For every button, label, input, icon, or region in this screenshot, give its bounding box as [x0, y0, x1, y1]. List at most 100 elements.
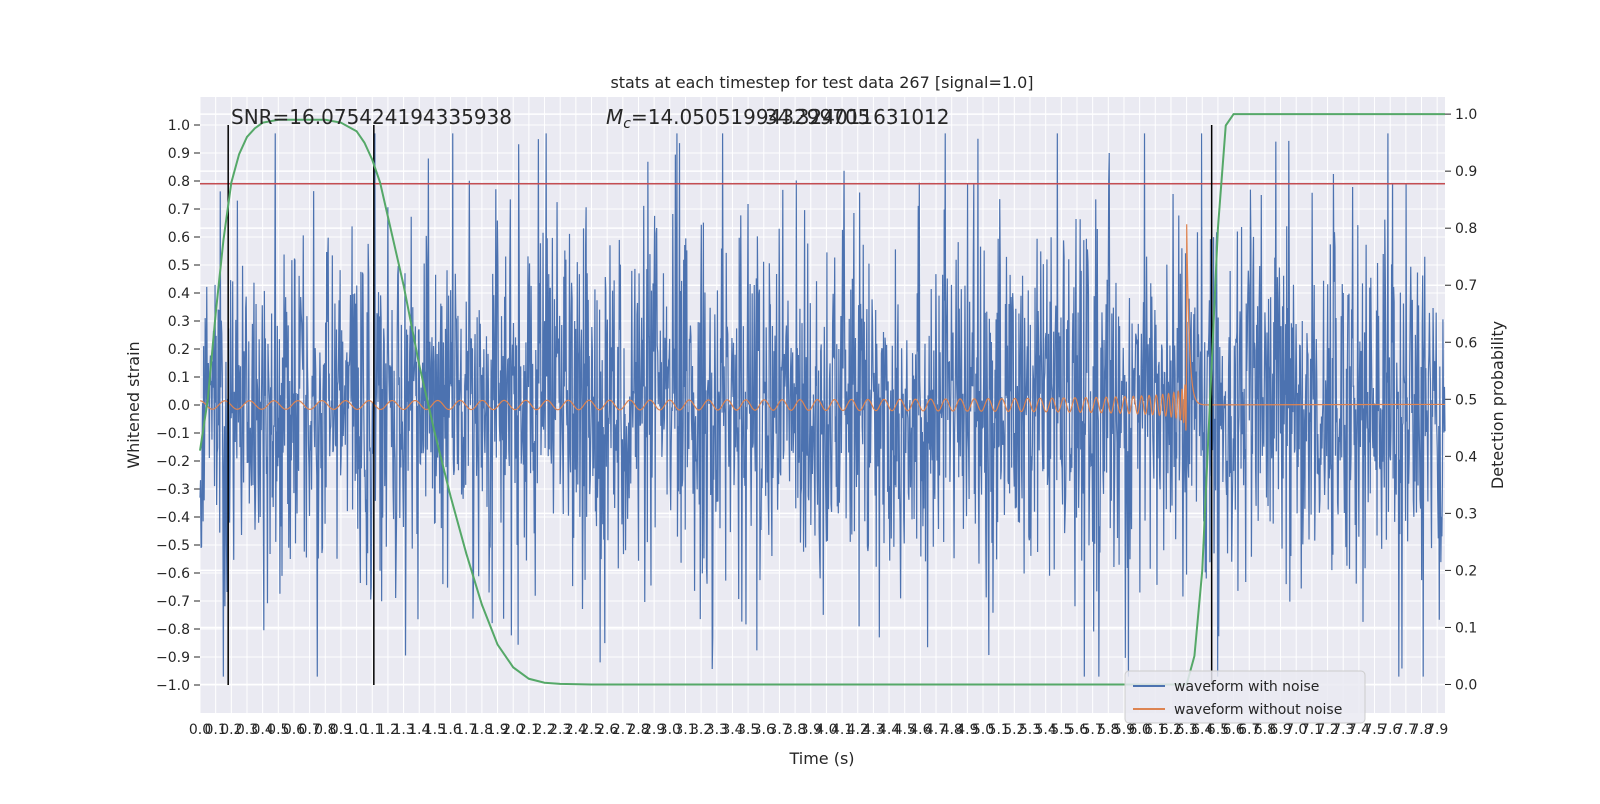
x-tick-label: 6.4	[1191, 722, 1213, 738]
x-tick-label: 3.2	[690, 722, 712, 738]
x-tick-label: 5.0	[972, 722, 994, 738]
x-tick-label: 1.3	[392, 722, 414, 738]
y-tick-label: 0.9	[168, 146, 190, 162]
x-tick-label: 1.7	[455, 722, 477, 738]
x-tick-label: 0.6	[283, 722, 305, 738]
x-tick-label: 6.0	[1128, 722, 1150, 738]
x-tick-label: 1.0	[345, 722, 367, 738]
y2-tick-label: 0.4	[1455, 449, 1477, 465]
x-tick-label: 5.3	[1019, 722, 1041, 738]
y2-tick-label: 0.9	[1455, 164, 1477, 180]
x-tick-label: 0.5	[267, 722, 289, 738]
x-tick-label: 2.8	[627, 722, 649, 738]
x-tick-label: 3.5	[737, 722, 759, 738]
x-tick-label: 0.7	[298, 722, 320, 738]
y-axis-label: Whitened strain	[124, 341, 143, 468]
x-tick-label: 6.3	[1175, 722, 1197, 738]
x-tick-label: 2.9	[643, 722, 665, 738]
x-tick-label: 0.8	[314, 722, 336, 738]
y-tick-labels: 1.0 0.9 0.8 0.7 0.6 0.5 0.4 0.3 0.2 0.1 0.0 −0.1 −0.…	[156, 118, 190, 694]
y2-tick-label: 0.7	[1455, 278, 1477, 294]
x-tick-label: 0.0	[189, 722, 211, 738]
x-tick-label: 5.1	[988, 722, 1010, 738]
x-tick-label: 7.9	[1426, 722, 1448, 738]
series-waveform-without-noise	[199, 224, 1446, 431]
y-tick-label: −0.1	[156, 426, 190, 442]
x-tick-label: 7.7	[1395, 722, 1417, 738]
x-tick-label: 1.6	[439, 722, 461, 738]
y-tick-label: −0.7	[156, 594, 190, 610]
x-tick-label: 3.7	[768, 722, 790, 738]
y-tick-label: 0.4	[168, 286, 190, 302]
x-tick-label: 3.0	[659, 722, 681, 738]
y-tick-label: −0.6	[156, 566, 190, 582]
y-tick-label: −0.8	[156, 622, 190, 638]
x-tick-label: 4.7	[925, 722, 947, 738]
x-tick-label: 6.7	[1238, 722, 1260, 738]
x-tick-label: 3.3	[706, 722, 728, 738]
x-tick-label: 0.2	[220, 722, 242, 738]
x-tick-label: 6.9	[1269, 722, 1291, 738]
x-tick-label: 0.3	[236, 722, 258, 738]
y2-tick-label: 0.3	[1455, 506, 1477, 522]
x-tick-label: 4.1	[831, 722, 853, 738]
x-tick-label: 3.6	[753, 722, 775, 738]
x-tick-label: 7.8	[1410, 722, 1432, 738]
y2-tick-label: 0.8	[1455, 221, 1477, 237]
y2-tick-labels: 1.0 0.9 0.8 0.7 0.6 0.5 0.4 0.3 0.2 0.1 0.0	[1455, 107, 1477, 693]
x-tick-label: 4.0	[815, 722, 837, 738]
x-tick-label: 2.1	[518, 722, 540, 738]
x-tick-label: 1.1	[361, 722, 383, 738]
y-tick-label: 0.3	[168, 314, 190, 330]
y-tick-label: −0.4	[156, 510, 190, 526]
x-tick-label: 3.1	[674, 722, 696, 738]
x-tick-label: 1.5	[424, 722, 446, 738]
y-tick-label: 0.8	[168, 174, 190, 190]
y-tick-label: 1.0	[168, 118, 190, 134]
x-tick-label: 2.5	[580, 722, 602, 738]
x-tick-label: 7.1	[1301, 722, 1323, 738]
y2-tick-label: 0.1	[1455, 620, 1477, 636]
y2-tick-label: 1.0	[1455, 107, 1477, 123]
x-tick-label: 4.9	[956, 722, 978, 738]
x-axis-label: Time (s)	[788, 749, 854, 768]
y-tick-label: 0.1	[168, 370, 190, 386]
y-tick-label: −0.3	[156, 482, 190, 498]
x-tick-label: 5.4	[1035, 722, 1057, 738]
x-tick-label: 5.9	[1113, 722, 1135, 738]
x-tick-label: 3.4	[721, 722, 743, 738]
y2-tick-label: 0.0	[1455, 677, 1477, 693]
x-tick-label: 2.6	[596, 722, 618, 738]
x-tick-label: 4.4	[878, 722, 900, 738]
chart-title: stats at each timestep for test data 267…	[610, 73, 1033, 92]
mc-overlap-annotation: 34.324011631012	[765, 105, 950, 129]
y-tick-label: 0.5	[168, 258, 190, 274]
x-tick-label: 0.9	[330, 722, 352, 738]
mc-annotation: Mc=14.050519943299705	[606, 105, 870, 132]
y-tick-label: 0.7	[168, 202, 190, 218]
y2-tick-label: 0.5	[1455, 392, 1477, 408]
x-tick-label: 3.8	[784, 722, 806, 738]
y2-tick-label: 0.2	[1455, 563, 1477, 579]
legend-label-noise: waveform with noise	[1174, 679, 1319, 695]
y-tick-label: −0.2	[156, 454, 190, 470]
y-tick-label: 0.6	[168, 230, 190, 246]
x-tick-label: 7.4	[1348, 722, 1370, 738]
x-tick-label: 4.5	[894, 722, 916, 738]
x-tick-label: 1.9	[486, 722, 508, 738]
legend-label-clean: waveform without noise	[1174, 702, 1342, 718]
x-tick-label: 5.6	[1066, 722, 1088, 738]
x-tick-label: 2.3	[549, 722, 571, 738]
x-tick-label: 4.2	[847, 722, 869, 738]
x-tick-label: 7.5	[1363, 722, 1385, 738]
y-tick-label: 0.0	[168, 398, 190, 414]
series-detection-probability	[199, 113, 1445, 686]
x-tick-label: 1.4	[408, 722, 430, 738]
x-tick-label: 2.2	[533, 722, 555, 738]
x-tick-label: 6.1	[1144, 722, 1166, 738]
snr-annotation: SNR=16.075424194335938	[231, 105, 512, 129]
x-tick-label: 2.4	[565, 722, 587, 738]
x-tick-label: 5.8	[1097, 722, 1119, 738]
x-tick-label: 6.8	[1254, 722, 1276, 738]
